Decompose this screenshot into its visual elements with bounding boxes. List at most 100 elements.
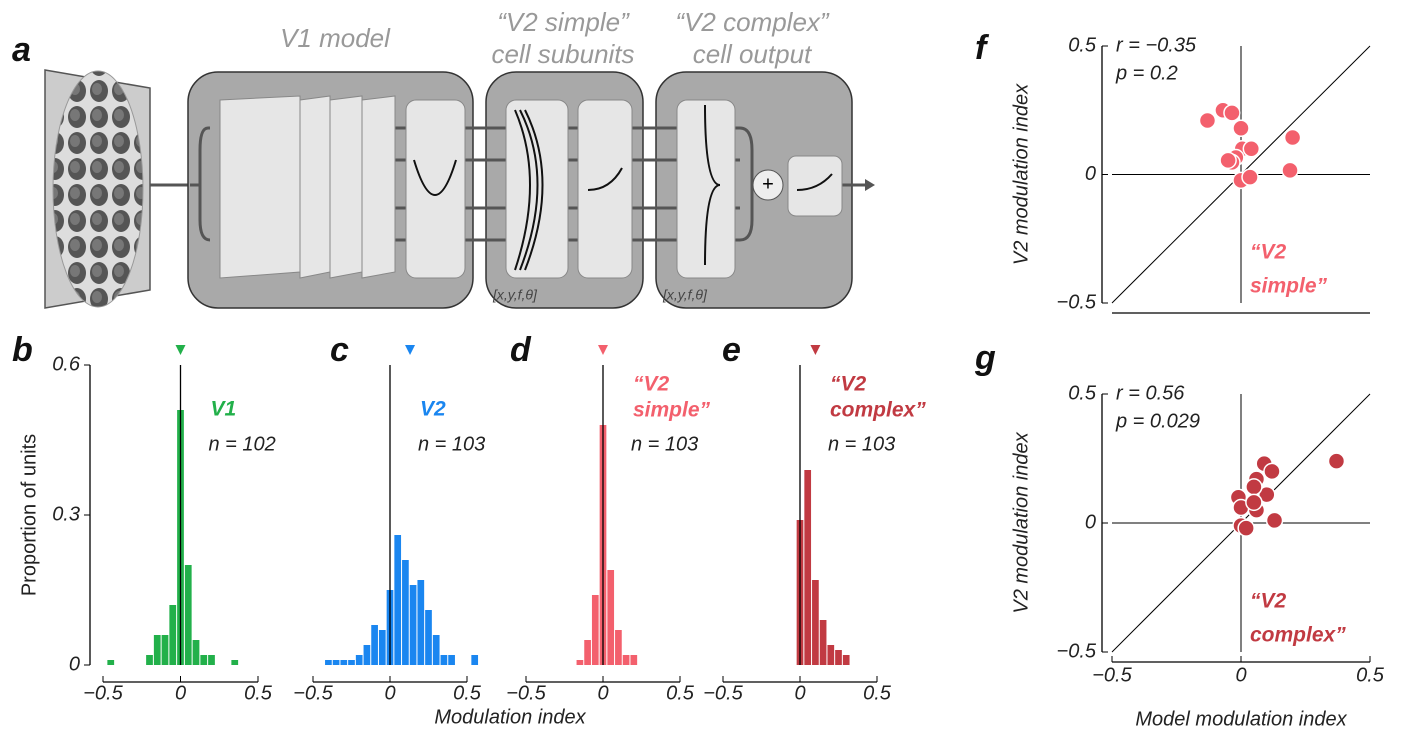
point — [1245, 493, 1263, 512]
point — [1258, 485, 1276, 504]
bar — [340, 660, 348, 665]
y-tick-label: 0.6 — [52, 353, 81, 375]
mean-marker — [175, 345, 186, 355]
y-axis-label: V2 modulation index — [1010, 431, 1032, 613]
y-tick-label: −0.5 — [1057, 640, 1097, 662]
x-tick-label: 0.5 — [1356, 664, 1385, 686]
param-label: [x,y,f,θ] — [492, 287, 538, 303]
bar — [107, 660, 115, 665]
bar — [804, 470, 812, 665]
bar — [607, 570, 615, 665]
point — [1242, 140, 1261, 158]
bar — [409, 585, 417, 665]
annotation: “V2 — [1250, 590, 1287, 613]
bar — [161, 635, 169, 665]
bar — [576, 660, 584, 665]
bar — [355, 655, 363, 665]
series-label: simple” — [633, 399, 711, 422]
bar — [371, 625, 378, 665]
x-tick-label: 0.5 — [453, 682, 482, 704]
bar — [169, 605, 177, 665]
param-label: [x,y,f,θ] — [662, 287, 708, 303]
x-tick-label: 0.5 — [863, 682, 892, 704]
x-tick-label: 0 — [384, 682, 395, 704]
panel-letter: c — [330, 331, 349, 369]
x-tick-label: −0.5 — [506, 682, 546, 704]
input-image — [52, 70, 144, 308]
panel-letter: g — [974, 339, 996, 377]
bar — [630, 655, 638, 665]
y-tick-label: 0.5 — [1068, 382, 1097, 404]
bar — [827, 645, 835, 665]
point — [1223, 104, 1241, 122]
panel-letter: d — [510, 331, 532, 369]
x-axis-label: Modulation index — [434, 706, 586, 728]
y-tick-label: 0.5 — [1068, 34, 1097, 56]
x-axis-label: Model modulation index — [1135, 708, 1347, 730]
stage-title: “V2 complex” — [675, 7, 829, 37]
x-tick-label: 0 — [1235, 664, 1246, 686]
stat-label: p = 0.029 — [1115, 410, 1200, 432]
stat-label: r = 0.56 — [1116, 382, 1185, 404]
series-label: V2 — [420, 398, 446, 421]
x-tick-label: 0.5 — [244, 682, 273, 704]
x-tick-label: −0.5 — [293, 682, 333, 704]
annotation: complex” — [1250, 624, 1346, 647]
y-tick-label: −0.5 — [1057, 291, 1097, 313]
y-tick-label: 0 — [1085, 163, 1096, 185]
point — [1263, 462, 1281, 481]
n-label: n = 102 — [209, 433, 276, 455]
bar — [231, 660, 239, 665]
filter-cards — [219, 95, 843, 279]
x-tick-label: −0.5 — [83, 682, 123, 704]
x-tick-label: −0.5 — [703, 682, 743, 704]
mean-marker — [405, 345, 416, 355]
bar — [819, 620, 827, 665]
bar — [440, 655, 448, 665]
bar — [425, 610, 432, 665]
point — [1198, 111, 1217, 130]
series-label: complex” — [830, 399, 926, 422]
point — [1219, 151, 1237, 170]
bar — [153, 635, 161, 665]
mean-marker — [810, 345, 821, 355]
bar — [584, 640, 591, 665]
bar — [835, 650, 842, 665]
point — [1232, 119, 1250, 137]
annotation: simple” — [1250, 275, 1328, 298]
mean-marker — [598, 345, 608, 355]
point — [1327, 452, 1346, 470]
point — [1237, 519, 1255, 537]
y-tick-label: 0 — [1085, 511, 1096, 533]
bar — [363, 645, 371, 665]
bar — [448, 655, 455, 665]
panel-letter: b — [12, 331, 33, 369]
point — [1241, 168, 1259, 186]
model-diagram: a + V1 model “V2 simple” — [12, 7, 875, 309]
bar — [184, 565, 192, 665]
n-label: n = 103 — [418, 433, 485, 455]
point — [1265, 511, 1284, 530]
panel-letter: e — [722, 331, 741, 369]
stage-title: V1 model — [280, 23, 391, 53]
bar — [417, 580, 425, 665]
bar — [394, 535, 402, 665]
point — [1281, 161, 1299, 180]
stat-label: r = −0.35 — [1116, 34, 1197, 56]
stage-title: “V2 simple” — [497, 7, 630, 37]
x-tick-label: −0.5 — [1092, 664, 1132, 686]
series-label: “V2 — [830, 373, 867, 396]
panel-letter: f — [975, 29, 990, 67]
bar — [332, 660, 340, 665]
series-label: V1 — [211, 398, 237, 421]
stage-title: cell subunits — [491, 39, 634, 69]
x-tick-label: 0.5 — [666, 682, 695, 704]
annotation: “V2 — [1250, 241, 1287, 264]
bar — [471, 655, 479, 665]
n-label: n = 103 — [828, 433, 895, 455]
bar — [591, 595, 599, 665]
bar — [812, 580, 819, 665]
nonlinearities — [413, 104, 833, 271]
